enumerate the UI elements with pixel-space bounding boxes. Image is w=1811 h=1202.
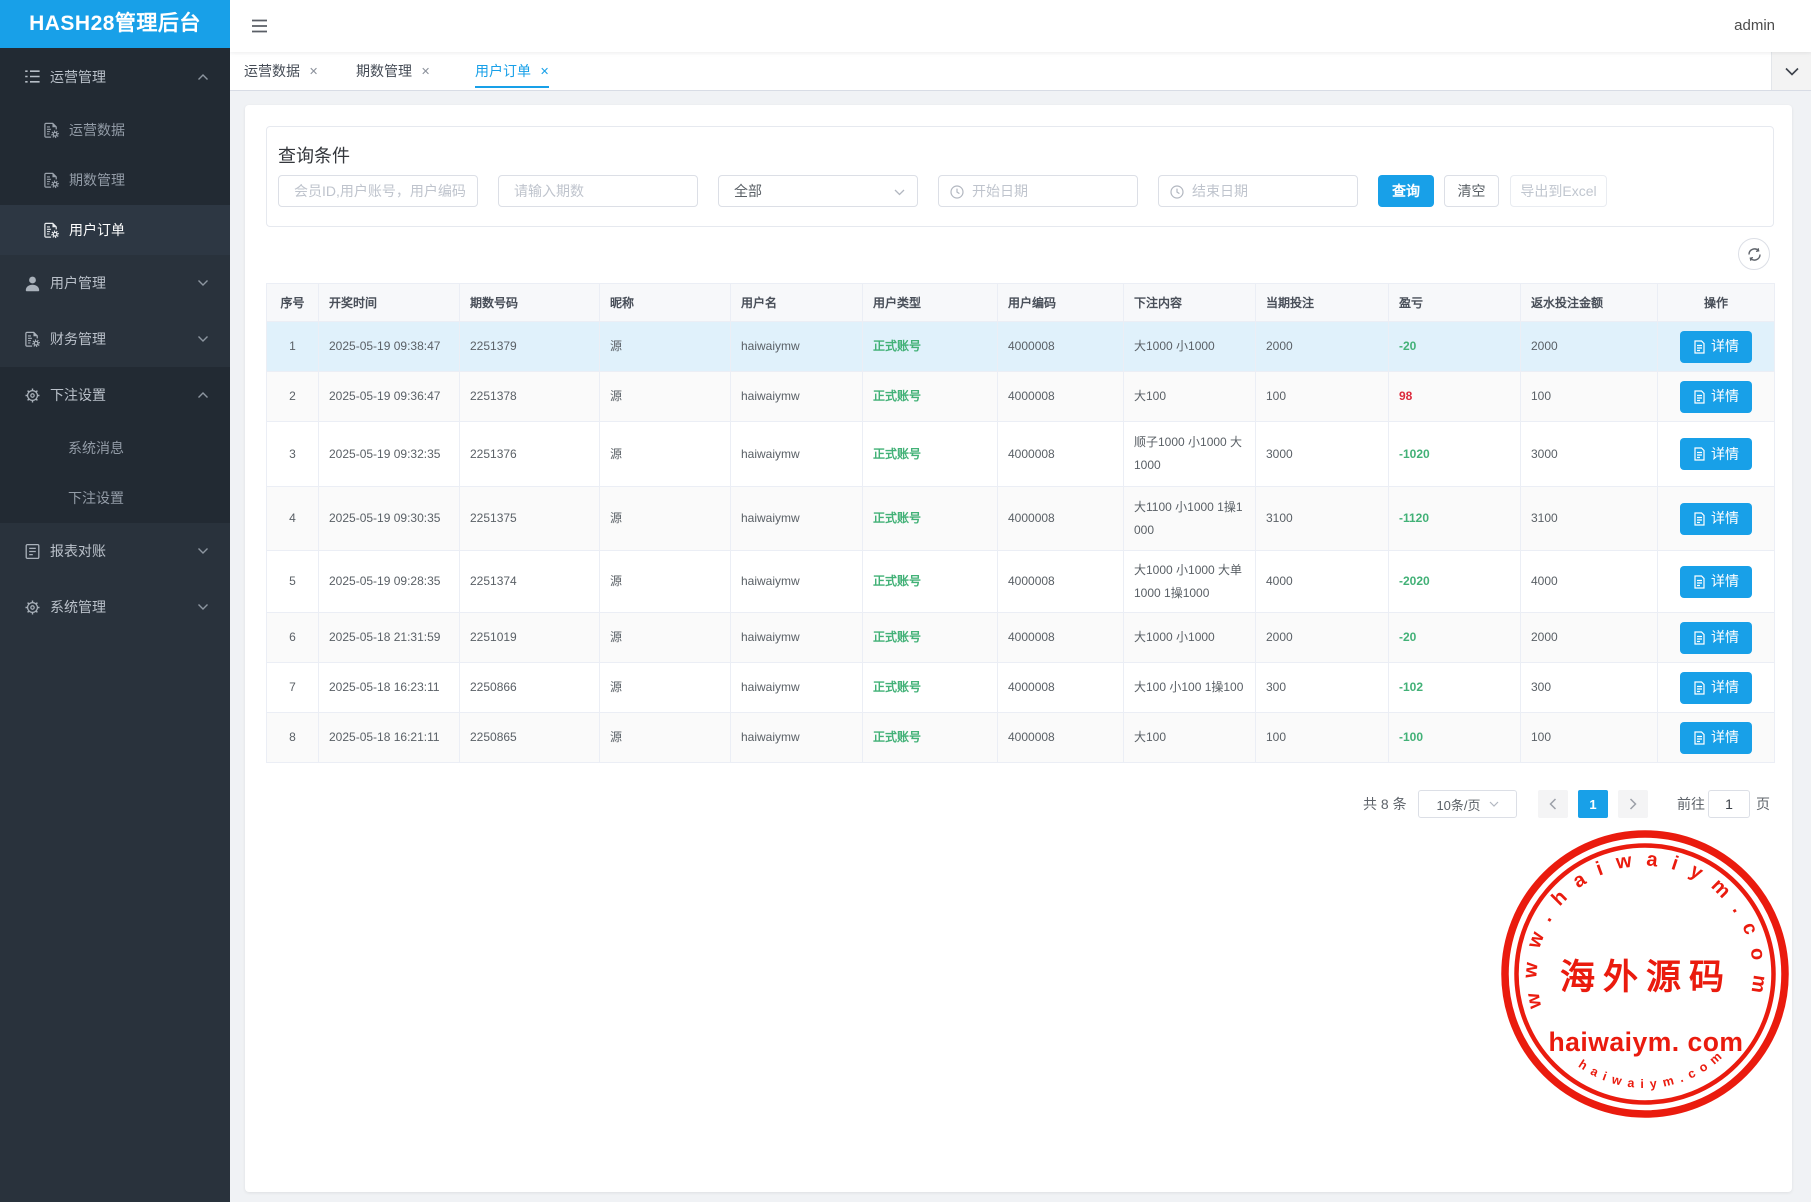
svg-text:haiwaiym. com: haiwaiym. com [1548,1027,1743,1057]
svg-text:海外源码: 海外源码 [1560,958,1732,997]
